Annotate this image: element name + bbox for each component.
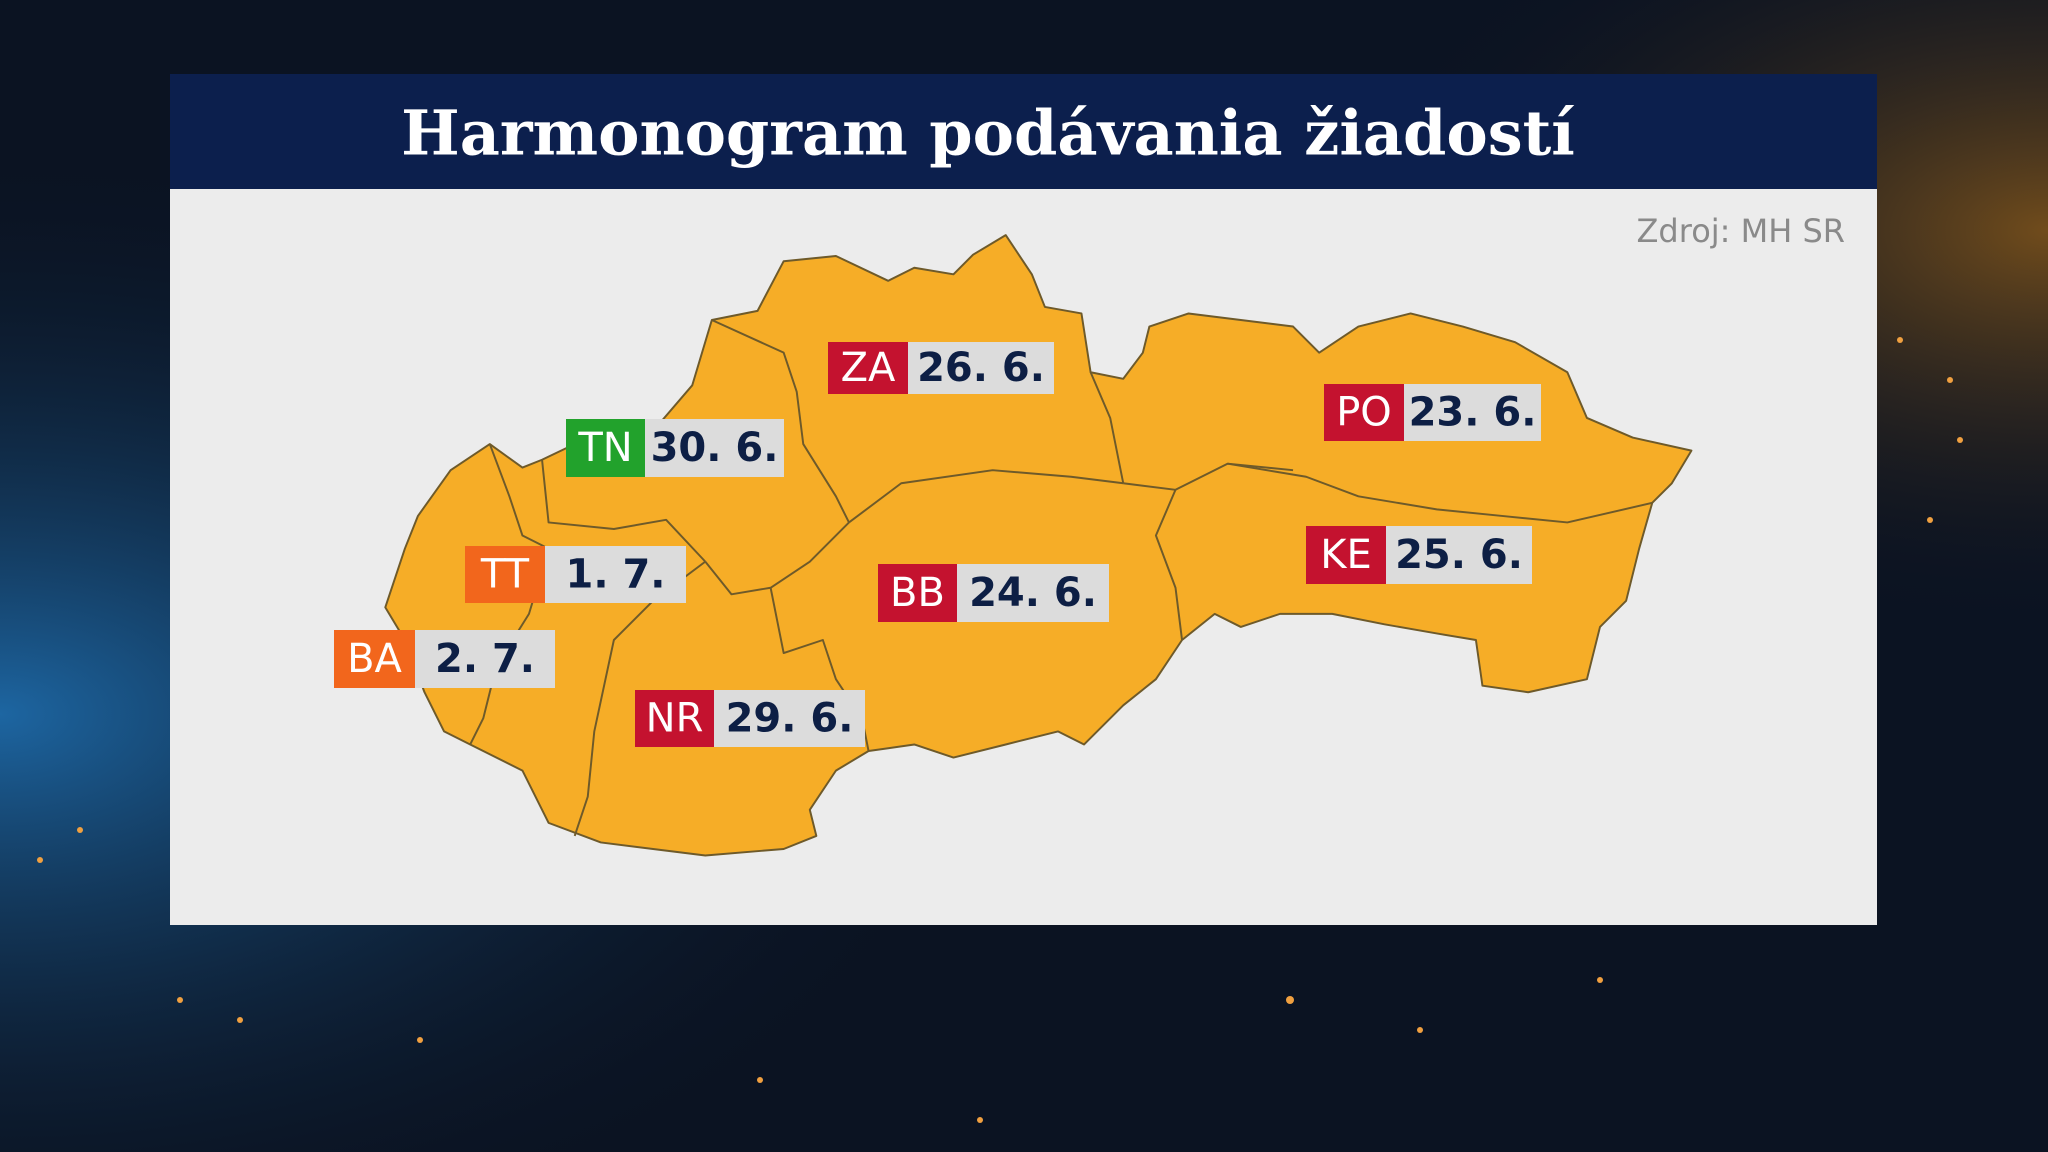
- region-date: 2. 7.: [435, 636, 535, 682]
- date-box: [415, 630, 555, 688]
- date-box: [714, 690, 865, 747]
- region-code: PO: [1336, 390, 1392, 436]
- code-box: [1324, 384, 1404, 441]
- code-box: [1306, 526, 1386, 584]
- region-date: 24. 6.: [969, 570, 1097, 616]
- region-code: BB: [890, 570, 945, 616]
- title-bar: [170, 74, 1877, 189]
- date-box: [1386, 526, 1532, 584]
- region-code: NR: [646, 696, 704, 742]
- code-box: [635, 690, 714, 747]
- region-date: 26. 6.: [917, 345, 1045, 391]
- region-code: TN: [577, 425, 632, 471]
- code-box: [566, 419, 645, 477]
- code-box: [334, 630, 415, 688]
- date-box: [645, 419, 784, 477]
- date-box: [908, 342, 1054, 394]
- region-labels: ZA 26. 6. TN 30. 6. PO 23. 6. TT 1. 7. BB 24. 6. K…: [334, 342, 1541, 747]
- region-date: 30. 6.: [651, 425, 779, 471]
- sparkles: [37, 337, 1963, 1123]
- date-box: [545, 546, 686, 603]
- region-code: ZA: [841, 345, 896, 391]
- date-box: [1404, 384, 1541, 441]
- region-code: KE: [1320, 532, 1372, 578]
- source: Zdroj: MH SR: [1637, 212, 1846, 250]
- code-box: [828, 342, 908, 394]
- region-code: TT: [480, 552, 530, 598]
- date-box: [957, 564, 1109, 622]
- region-date: 25. 6.: [1395, 532, 1523, 578]
- code-box: [465, 546, 545, 603]
- region-code: BA: [347, 636, 402, 682]
- region-date: 29. 6.: [726, 696, 854, 742]
- region-date: 1. 7.: [566, 552, 666, 598]
- region-date: 23. 6.: [1409, 390, 1537, 436]
- code-box: [878, 564, 957, 622]
- title: Harmonogram podávania žiadostí: [401, 97, 1575, 170]
